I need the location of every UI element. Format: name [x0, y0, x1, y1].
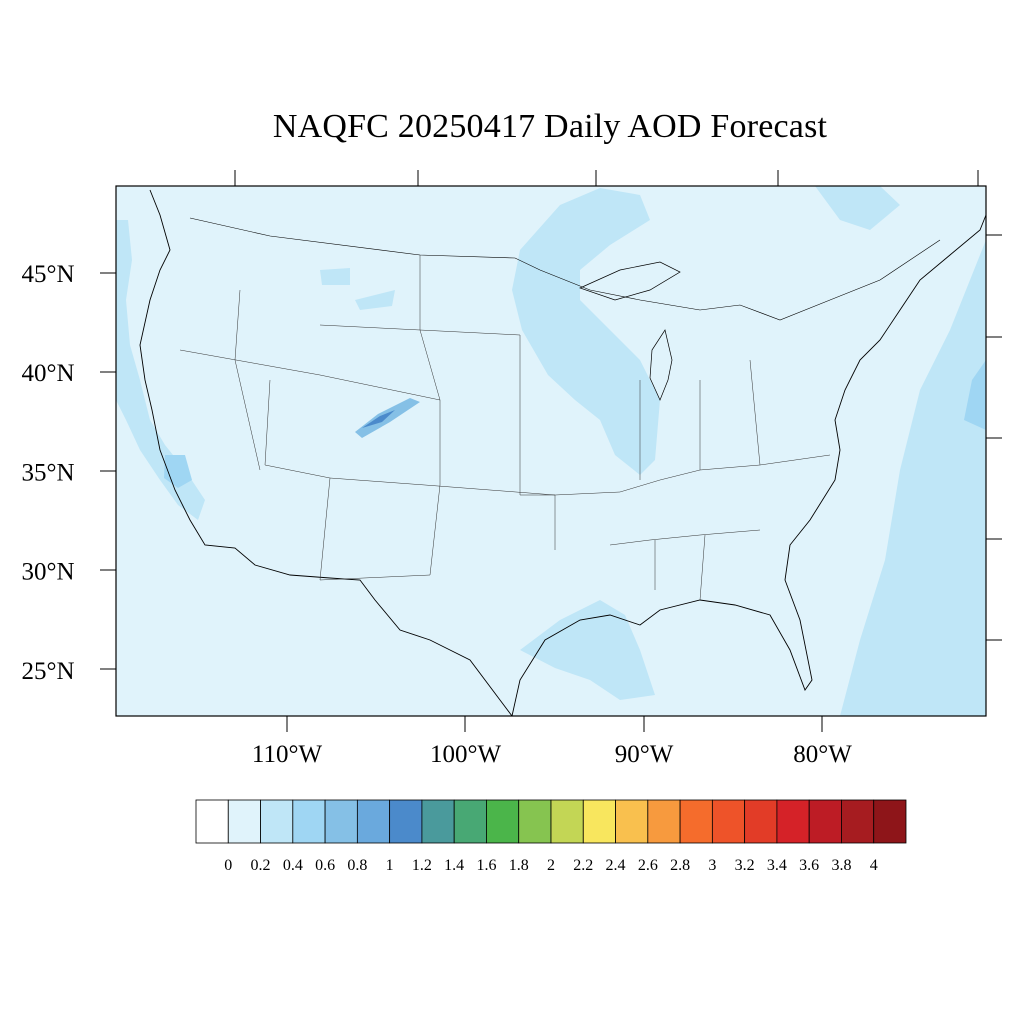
lon-label: 110°W: [252, 741, 323, 768]
colorbar-box: [356, 799, 391, 844]
us-canada-border: [189, 217, 941, 321]
aod-shading: [116, 186, 986, 716]
colorbar-box: [841, 799, 875, 844]
colorbar-label: 0: [224, 857, 232, 874]
aod-plume-montana-2: [355, 290, 395, 310]
colorbar-box: [744, 799, 778, 844]
aod-plume-montana: [320, 268, 350, 285]
colorbar: [195, 799, 907, 844]
colorbar-box: [615, 799, 649, 844]
colorbar-label: 2.2: [573, 857, 593, 874]
colorbar-box: [518, 799, 552, 844]
colorbar-box: [808, 799, 842, 844]
colorbar-box: [711, 799, 746, 844]
lat-label: 45°N: [21, 261, 74, 288]
colorbar-label: 0.8: [347, 857, 367, 874]
colorbar-box: [421, 799, 455, 844]
colorbar-box: [486, 799, 520, 844]
colorbar-label: 2: [547, 857, 555, 874]
top-tick-marks: [234, 170, 979, 186]
colorbar-box: [292, 799, 326, 844]
aod-plume-atlantic: [840, 240, 986, 716]
aod-plume-colorado: [355, 398, 420, 438]
colorbar-label: 1.8: [509, 857, 529, 874]
aod-plume-gulf: [520, 600, 655, 700]
colorbar-label: 0.6: [315, 857, 335, 874]
right-tick-marks: [986, 234, 1002, 641]
colorbar-box: [260, 799, 294, 844]
lat-label: 25°N: [21, 658, 74, 685]
colorbar-label: 2.6: [638, 857, 658, 874]
colorbar-box: [550, 799, 584, 844]
colorbar-label: 1.4: [444, 857, 464, 874]
colorbar-label: 2.8: [670, 857, 690, 874]
aod-plume-colorado-core: [362, 410, 395, 428]
colorbar-label: 3.4: [767, 857, 787, 874]
colorbar-label: 1.2: [412, 857, 432, 874]
aod-plume-northeast: [815, 186, 900, 230]
bottom-tick-marks: [286, 716, 823, 732]
lat-label: 40°N: [21, 360, 74, 387]
lat-label: 35°N: [21, 459, 74, 486]
conus-outline: [139, 189, 987, 717]
colorbar-box: [647, 799, 681, 844]
colorbar-label: 0.4: [283, 857, 303, 874]
colorbar-box: [227, 799, 261, 844]
lon-label: 100°W: [430, 741, 501, 768]
colorbar-label: 4: [870, 857, 878, 874]
latitude-labels: 45°N 40°N 35°N 30°N 25°N: [21, 261, 74, 685]
lon-label: 80°W: [793, 741, 852, 768]
colorbar-label: 3: [708, 857, 716, 874]
aod-plume-pacific: [116, 220, 205, 520]
longitude-labels: 110°W 100°W 90°W 80°W: [252, 741, 852, 768]
map-frame: [115, 185, 987, 717]
colorbar-box: [453, 799, 487, 844]
colorbar-box: [776, 799, 810, 844]
colorbar-box: [873, 799, 907, 844]
colorbar-label: 3.2: [735, 857, 755, 874]
colorbar-labels: 0 0.2 0.4 0.6 0.8 1 1.2 1.4 1.6 1.8 2 2.2 2.4 2.6 2.8 3…: [224, 857, 877, 874]
aod-plume-greatlakes: [512, 188, 660, 475]
colorbar-box: [195, 799, 229, 844]
state-boundaries: [179, 255, 831, 601]
lat-label: 30°N: [21, 559, 74, 586]
colorbar-box: [324, 799, 358, 844]
map-title: NAQFC 20250417 Daily AOD Forecast: [272, 108, 828, 145]
colorbar-box: [582, 799, 616, 844]
lake-superior: [579, 261, 681, 301]
colorbar-label: 3.8: [831, 857, 851, 874]
aod-plume-atlantic-core: [964, 360, 986, 430]
left-tick-marks: [100, 272, 116, 670]
colorbar-label: 1.6: [476, 857, 496, 874]
colorbar-label: 0.2: [251, 857, 271, 874]
colorbar-label: 3.6: [799, 857, 819, 874]
lon-label: 90°W: [615, 741, 674, 768]
colorbar-label: 2.4: [606, 857, 626, 874]
colorbar-box: [389, 799, 423, 844]
colorbar-label: 1: [386, 857, 394, 874]
colorbar-box: [679, 799, 713, 844]
lake-michigan: [649, 329, 673, 401]
